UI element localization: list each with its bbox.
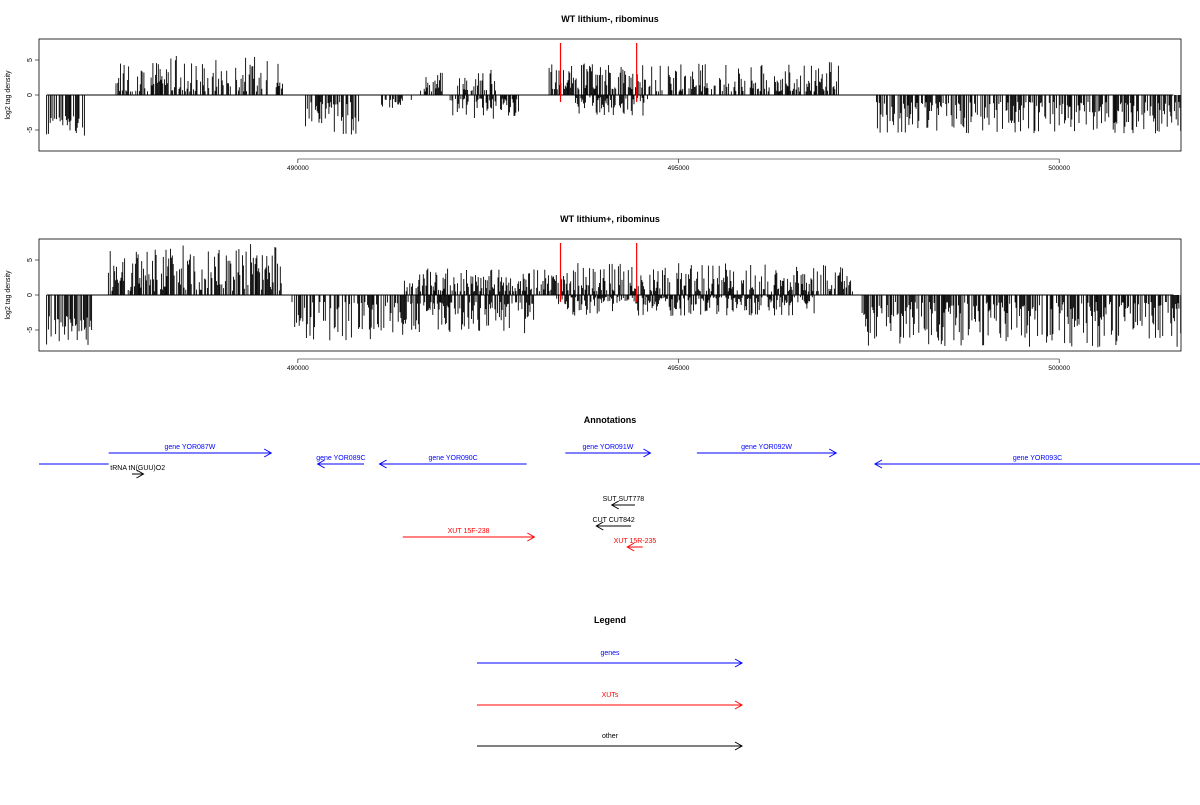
arrow-head-icon xyxy=(316,459,325,469)
x-tick-label: 500000 xyxy=(1048,365,1070,372)
annotations-panel: Annotations gene YOR087W tRNA tN(GUU)O2 gen… xyxy=(39,415,1200,552)
x-tick-label: 490000 xyxy=(287,165,309,172)
track-panel-lithium-minus: WT lithium-, ribominus log2 tag density -5… xyxy=(5,14,1182,172)
feature-label: gene YOR092W xyxy=(741,444,792,451)
legend-label: genes xyxy=(600,650,620,657)
legend-label: other xyxy=(602,733,619,740)
y-tick-label: -5 xyxy=(27,327,34,333)
legend-item: other xyxy=(477,733,744,751)
arrow-head-icon xyxy=(873,459,883,469)
y-tick-label: 5 xyxy=(27,258,34,262)
feature-label: XUT 15F-238 xyxy=(448,528,490,535)
y-tick-label: 5 xyxy=(27,58,34,62)
y-tick-label: -5 xyxy=(27,127,34,133)
x-tick-label: 495000 xyxy=(668,365,690,372)
chart-title: WT lithium-, ribominus xyxy=(561,14,659,24)
feature-label: gene YOR090C xyxy=(428,455,477,462)
legend-title: Legend xyxy=(594,615,626,625)
y-axis-label: log2 tag density xyxy=(5,270,12,320)
feature-arrow xyxy=(565,448,652,458)
annotations-title: Annotations xyxy=(584,415,637,425)
arrow-head-icon xyxy=(263,448,273,458)
legend-item: XUTs xyxy=(477,692,744,710)
legend-arrow xyxy=(477,700,744,710)
feature-arrow xyxy=(873,459,1200,469)
arrow-head-icon xyxy=(734,658,744,668)
arrow-head-icon xyxy=(626,542,635,552)
feature-label: gene YOR087W xyxy=(164,444,215,451)
legend-item: genes xyxy=(477,650,744,668)
feature-label: gene YOR089C xyxy=(316,455,365,462)
feature-label: XUT 15R-235 xyxy=(614,538,657,545)
feature-arrow xyxy=(108,448,273,458)
feature-arrow xyxy=(402,532,536,542)
arrow-head-icon xyxy=(527,532,536,542)
chart-title: WT lithium+, ribominus xyxy=(560,214,660,224)
feature-label: SUT SUT778 xyxy=(603,496,645,503)
feature-arrow xyxy=(696,448,838,458)
arrow-head-icon xyxy=(595,521,604,531)
track-panel-lithium-plus: WT lithium+, ribominus log2 tag density -5… xyxy=(5,214,1182,372)
y-tick-label: 0 xyxy=(27,93,34,97)
feature-label: tRNA tN(GUU)O2 xyxy=(110,465,165,472)
feature-arrow xyxy=(610,500,635,510)
x-tick-label: 500000 xyxy=(1048,165,1070,172)
x-tick-label: 495000 xyxy=(668,165,690,172)
legend-arrow xyxy=(477,658,744,668)
feature-arrow xyxy=(595,521,632,531)
feature-label: CUT CUT842 xyxy=(593,517,635,524)
density-bars xyxy=(46,244,1182,348)
arrow-head-icon xyxy=(378,459,387,469)
legend-arrow xyxy=(477,741,744,751)
feature-label: gene YOR093C xyxy=(1013,455,1062,462)
feature-arrow xyxy=(378,459,527,469)
arrow-head-icon xyxy=(610,500,620,510)
y-tick-label: 0 xyxy=(27,293,34,297)
arrow-head-icon xyxy=(734,700,744,710)
arrow-head-icon xyxy=(734,741,744,751)
feature-label: gene YOR091W xyxy=(582,444,633,451)
feature-arrow xyxy=(316,459,365,469)
arrow-head-icon xyxy=(643,448,652,458)
feature-arrow xyxy=(131,469,145,479)
y-axis-label: log2 tag density xyxy=(5,70,12,120)
arrow-head-icon xyxy=(828,448,838,458)
legend-panel: Legend genes XUTs other xyxy=(477,615,744,751)
density-bars xyxy=(46,56,1182,136)
arrow-head-icon xyxy=(136,469,145,479)
legend-label: XUTs xyxy=(602,692,619,699)
feature-arrow xyxy=(626,542,643,552)
x-tick-label: 490000 xyxy=(287,365,309,372)
